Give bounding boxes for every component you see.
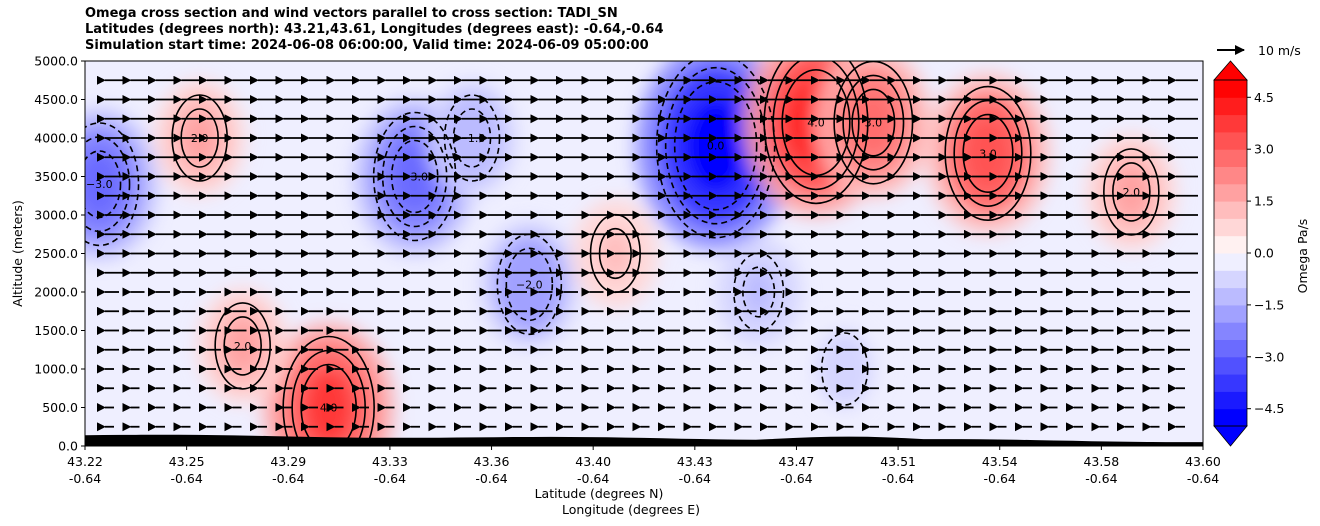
omega-blob-core (741, 266, 776, 318)
chart-title-line-1: Omega cross section and wind vectors par… (85, 6, 618, 21)
terrain (85, 434, 1203, 446)
chart-title-line-3: Simulation start time: 2024-06-08 06:00:… (85, 38, 649, 53)
axes: 0.0 500.0 1000.0 1500.0 2000.0 2500.0 3000.0 35… (10, 43, 1301, 517)
colorbar-swatch (1214, 166, 1247, 185)
y-tick-label: 2000.0 (34, 285, 78, 300)
y-tick-label: 4500.0 (34, 92, 78, 107)
x-tick-label-lat: 43.47 (779, 454, 815, 469)
colorbar-swatch (1214, 97, 1247, 116)
omega-blob-core (963, 116, 1013, 191)
x-axis-label-line-2: Longitude (degrees E) (562, 502, 700, 517)
x-tick-label-lon: -0.64 (69, 471, 101, 486)
x-tick-label-lat: 43.43 (677, 454, 713, 469)
contour-label: 2.0 (1123, 186, 1141, 199)
x-tick-label-lon: -0.64 (1085, 471, 1117, 486)
contour-label: −3.0 (86, 178, 113, 191)
colorbar-swatch (1214, 270, 1247, 289)
x-tick-label-lat: 43.33 (372, 454, 408, 469)
x-tick-label-lat: 43.51 (880, 454, 916, 469)
x-tick-label-lon: -0.64 (679, 471, 711, 486)
contour-label: −2.0 (516, 278, 543, 291)
colorbar-swatch (1214, 374, 1247, 392)
wind-reference-label: 10 m/s (1258, 43, 1301, 58)
x-tick-label-lat: 43.36 (474, 454, 510, 469)
wind-vectors (96, 75, 1198, 432)
y-tick-label: 1500.0 (34, 323, 78, 338)
contour-label: 2.0 (234, 340, 252, 353)
colorbar-swatch (1214, 131, 1247, 150)
omega-blob-core (684, 97, 748, 194)
x-tick-label-lon: -0.64 (984, 471, 1016, 486)
colorbar-extend-top (1213, 60, 1248, 81)
colorbar-swatch (1214, 322, 1247, 340)
x-tick-label-lat: 43.60 (1185, 454, 1221, 469)
chart-title-line-2: Latitudes (degrees north): 43.21,43.61, … (85, 22, 664, 37)
x-tick-label-lon: -0.64 (475, 471, 507, 486)
x-tick-label-lat: 43.54 (982, 454, 1018, 469)
colorbar-swatch (1214, 304, 1247, 323)
omega-blob-core (85, 149, 123, 219)
colorbar-swatch (1214, 287, 1247, 306)
colorbar-swatch (1214, 391, 1247, 410)
x-axis-label-line-1: Latitude (degrees N) (535, 486, 664, 501)
y-tick-label: 500.0 (42, 400, 78, 415)
plot-clip-group: 0.04.04.03.0−3.0−3.0−2.03.02.02.0−1.02.0 (85, 61, 1203, 446)
colorbar-swatch (1214, 183, 1247, 202)
contour-line (962, 113, 1014, 193)
colorbar-swatch (1214, 149, 1247, 167)
colorbar-tick-label: −4.5 (1254, 401, 1284, 416)
x-tick-label-lon: -0.64 (780, 471, 812, 486)
contour-line (214, 302, 271, 390)
colorbar-swatch (1214, 114, 1247, 133)
x-tick-label-lon: -0.64 (170, 471, 202, 486)
contour-line (85, 122, 140, 247)
contour-label: 0.0 (707, 140, 725, 153)
y-tick-label: 4000.0 (34, 131, 78, 146)
y-axis-label: Altitude (meters) (10, 200, 25, 307)
y-tick-label: 3000.0 (34, 208, 78, 223)
x-tick-label-lon: -0.64 (374, 471, 406, 486)
colorbar-swatch (1214, 201, 1247, 219)
contour-line (223, 316, 262, 376)
omega-blob-core (850, 87, 897, 158)
colorbar-tick-label: 4.5 (1254, 90, 1274, 105)
colorbar-tick-label: −1.5 (1254, 297, 1284, 312)
x-tick-label-lat: 43.40 (575, 454, 611, 469)
colorbar-swatch (1214, 218, 1247, 237)
colorbar-label: Omega Pa/s (1295, 219, 1310, 294)
colorbar-swatch (1214, 235, 1247, 254)
colorbar-extend-bottom (1213, 425, 1248, 447)
y-tick-label: 2500.0 (34, 246, 78, 261)
y-tick-label: 5000.0 (34, 54, 78, 69)
colorbar-swatch (1214, 80, 1247, 98)
x-tick-label-lon: -0.64 (577, 471, 609, 486)
colorbar-tick-label: 3.0 (1254, 142, 1274, 157)
contour-line (655, 61, 776, 239)
colorbar: −4.5 −3.0 −1.5 0.0 1.5 3.0 4.5 Omega Pa/s (1213, 60, 1310, 447)
colorbar-swatch (1214, 339, 1247, 358)
colorbar-tick-label: 1.5 (1254, 194, 1274, 209)
x-tick-label-lon: -0.64 (882, 471, 914, 486)
colorbar-swatch (1214, 408, 1247, 427)
x-tick-label-lat: 43.29 (270, 454, 306, 469)
y-tick-label: 0.0 (58, 439, 78, 454)
x-tick-label-lat: 43.22 (67, 454, 103, 469)
contour-line (505, 247, 554, 322)
y-tick-label: 1000.0 (34, 362, 78, 377)
colorbar-tick-label: −3.0 (1254, 349, 1284, 364)
x-tick-label-lat: 43.25 (169, 454, 205, 469)
contour-lines (85, 61, 1160, 446)
colorbar-swatch (1214, 253, 1247, 271)
contour-line (673, 80, 758, 211)
x-tick-label-lon: -0.64 (272, 471, 304, 486)
x-tick-label-lon: -0.64 (1187, 471, 1219, 486)
contour-line (772, 61, 860, 191)
x-tick-label-lat: 43.58 (1083, 454, 1119, 469)
colorbar-swatch (1214, 356, 1247, 375)
y-tick-label: 3500.0 (34, 169, 78, 184)
plot-area: 0.04.04.03.0−3.0−3.0−2.03.02.02.0−1.02.0 (84, 60, 1204, 447)
colorbar-tick-label: 0.0 (1254, 246, 1274, 261)
contour-label: 3.0 (979, 147, 997, 160)
